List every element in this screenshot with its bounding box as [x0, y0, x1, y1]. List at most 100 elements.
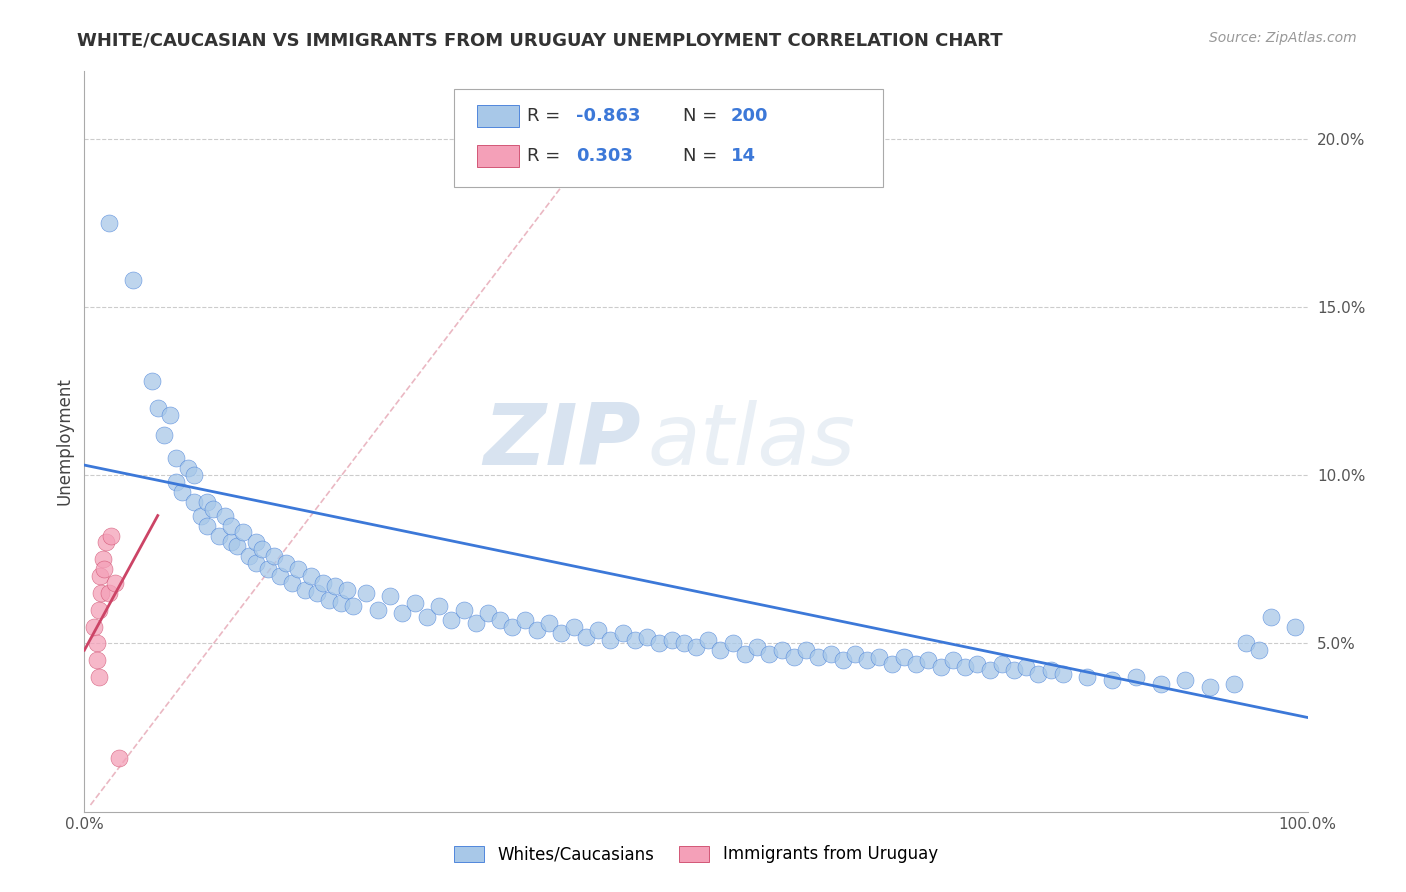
Point: [747, 640, 769, 654]
Text: 14: 14: [731, 147, 756, 165]
Point: [1247, 643, 1270, 657]
Point: [672, 636, 695, 650]
Point: [404, 596, 426, 610]
Point: [562, 619, 585, 633]
Point: [869, 649, 891, 664]
Point: [966, 657, 988, 671]
Point: [502, 619, 524, 633]
Point: [1198, 680, 1220, 694]
Point: [305, 586, 328, 600]
Point: [905, 657, 928, 671]
Point: [1052, 666, 1074, 681]
Point: [318, 592, 340, 607]
Point: [1260, 609, 1282, 624]
Text: WHITE/CAUCASIAN VS IMMIGRANTS FROM URUGUAY UNEMPLOYMENT CORRELATION CHART: WHITE/CAUCASIAN VS IMMIGRANTS FROM URUGU…: [77, 31, 1002, 49]
Point: [770, 643, 793, 657]
Point: [342, 599, 364, 614]
Point: [159, 408, 181, 422]
Point: [416, 609, 439, 624]
Point: [367, 603, 389, 617]
Point: [89, 569, 111, 583]
Point: [758, 647, 780, 661]
Point: [1101, 673, 1123, 688]
Point: [526, 623, 548, 637]
Point: [83, 619, 105, 633]
Point: [219, 535, 242, 549]
Point: [183, 495, 205, 509]
Point: [208, 529, 231, 543]
Text: atlas: atlas: [647, 400, 855, 483]
Point: [219, 518, 242, 533]
Text: R =: R =: [527, 107, 567, 125]
Point: [153, 427, 176, 442]
Point: [893, 649, 915, 664]
Text: 200: 200: [731, 107, 769, 125]
Point: [391, 606, 413, 620]
Point: [685, 640, 707, 654]
Point: [844, 647, 866, 661]
Point: [90, 586, 112, 600]
Point: [86, 636, 108, 650]
Point: [599, 633, 621, 648]
Text: N =: N =: [683, 107, 723, 125]
Point: [245, 556, 267, 570]
Point: [1223, 677, 1246, 691]
Y-axis label: Unemployment: Unemployment: [55, 377, 73, 506]
Point: [1002, 664, 1025, 678]
Point: [299, 569, 322, 583]
Point: [612, 626, 634, 640]
Point: [440, 613, 463, 627]
Point: [427, 599, 450, 614]
Point: [263, 549, 285, 563]
Point: [93, 562, 115, 576]
Point: [165, 475, 187, 489]
Point: [380, 590, 402, 604]
Point: [979, 664, 1001, 678]
Point: [1076, 670, 1098, 684]
Point: [226, 539, 249, 553]
Point: [709, 643, 731, 657]
Point: [195, 495, 218, 509]
Point: [100, 529, 122, 543]
Point: [734, 647, 756, 661]
Point: [1125, 670, 1147, 684]
Point: [586, 623, 609, 637]
Point: [122, 273, 145, 287]
Point: [190, 508, 212, 523]
Text: 0.303: 0.303: [576, 147, 633, 165]
Point: [636, 630, 658, 644]
Point: [820, 647, 842, 661]
Point: [323, 579, 346, 593]
Point: [453, 603, 475, 617]
Point: [464, 616, 486, 631]
Legend: Whites/Caucasians, Immigrants from Uruguay: Whites/Caucasians, Immigrants from Urugu…: [447, 838, 945, 870]
Point: [624, 633, 647, 648]
Text: -0.863: -0.863: [576, 107, 641, 125]
Point: [354, 586, 377, 600]
Point: [1039, 664, 1062, 678]
Point: [1236, 636, 1258, 650]
Text: Source: ZipAtlas.com: Source: ZipAtlas.com: [1209, 31, 1357, 45]
Point: [489, 613, 512, 627]
Point: [97, 216, 120, 230]
Point: [1015, 660, 1038, 674]
Point: [91, 552, 114, 566]
Point: [107, 751, 129, 765]
Point: [238, 549, 260, 563]
Point: [172, 485, 194, 500]
Point: [177, 461, 200, 475]
Point: [87, 603, 110, 617]
Point: [276, 556, 298, 570]
Point: [201, 501, 224, 516]
Point: [183, 468, 205, 483]
Point: [807, 649, 830, 664]
Point: [831, 653, 853, 667]
Point: [1174, 673, 1197, 688]
Point: [330, 596, 353, 610]
Point: [336, 582, 359, 597]
Point: [146, 401, 169, 415]
Point: [1284, 619, 1306, 633]
Point: [294, 582, 316, 597]
Point: [245, 535, 267, 549]
Text: R =: R =: [527, 147, 572, 165]
